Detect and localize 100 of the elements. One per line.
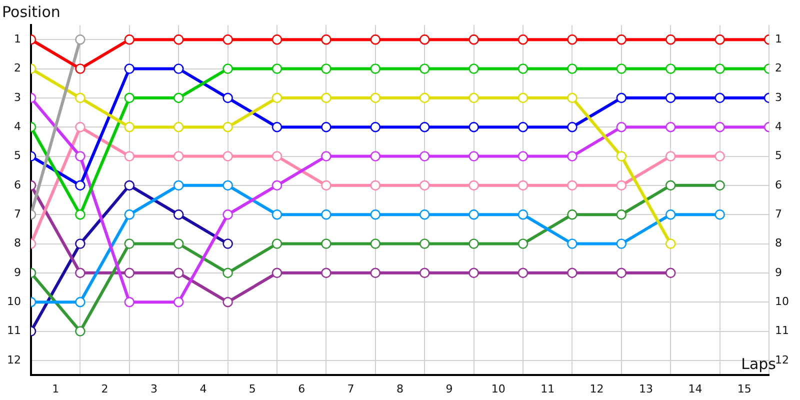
point [272,151,282,162]
point [567,180,578,191]
point [370,268,381,278]
y2-tick-label: 7 [775,207,782,220]
y-tick-label: 10 [7,294,21,308]
point [419,151,430,162]
point [272,209,282,220]
point [468,34,479,45]
point [419,238,430,249]
y-tick-label: 5 [14,149,21,162]
point [222,238,233,249]
y-tick-label: 8 [14,236,21,250]
point [222,34,233,45]
x-tick-label: 13 [639,382,653,396]
point [75,268,86,278]
y-tick-label: 1 [14,32,21,46]
y2-tick-label: 9 [775,266,782,279]
point [518,34,528,45]
x-tick-label: 1 [52,382,60,396]
point [370,64,381,74]
point [173,34,184,45]
point [75,180,86,191]
point [616,180,627,191]
point [75,209,86,220]
point [468,151,479,162]
point [468,268,479,278]
point [222,268,233,278]
x-tick-label: 6 [298,382,306,396]
point [272,122,282,132]
point [321,238,332,249]
point [124,34,135,45]
point [567,34,578,45]
point [173,209,184,220]
point [665,34,676,45]
point [665,92,676,104]
point [665,268,676,278]
point [665,151,676,162]
y2-tick-label: 2 [775,62,782,75]
point [173,64,184,74]
y2-tick-label: 12 [775,353,789,366]
point [468,238,479,249]
point [616,64,627,74]
point [222,64,233,74]
point [272,238,282,249]
y-tick-label: 2 [14,62,21,75]
x-tick-label: 9 [446,382,453,396]
point [518,268,528,278]
point [124,64,135,74]
y-tick-label: 9 [14,266,21,279]
point [567,64,578,74]
y2-tick-label: 4 [775,120,782,133]
point [616,151,627,162]
point [419,268,430,278]
point [321,151,332,162]
point [518,238,528,249]
point [567,151,578,162]
point [714,151,725,162]
point [370,209,381,220]
point [419,92,430,104]
point [714,122,725,132]
point [321,209,332,220]
point [616,268,627,278]
point [419,34,430,45]
x-tick-label: 5 [248,382,256,396]
point [272,64,282,74]
point [222,122,233,132]
point [518,209,528,220]
point [518,64,528,74]
point [173,296,184,308]
point [665,122,676,132]
point [75,122,86,132]
point [124,92,135,104]
point [321,34,332,45]
point [222,151,233,162]
point [714,34,725,45]
y2-tick-label: 5 [775,149,782,162]
y-tick-label: 7 [14,207,21,220]
point [518,92,528,104]
point [75,64,86,74]
point [468,209,479,220]
point [370,122,381,132]
point [567,209,578,220]
point [173,122,184,132]
point [173,238,184,249]
point [222,180,233,191]
point [468,122,479,132]
point [616,238,627,249]
point [321,92,332,104]
x-tick-label: 11 [540,382,555,396]
y-tick-label: 12 [7,353,21,366]
y2-tick-label: 11 [775,324,789,338]
x-axis-title: Laps [741,355,776,373]
point [222,92,233,104]
point [321,122,332,132]
point [714,180,725,191]
y2-tick-label: 8 [775,236,782,250]
point [714,92,725,104]
point [665,238,676,249]
y-tick-label: 4 [14,120,21,133]
point [665,209,676,220]
